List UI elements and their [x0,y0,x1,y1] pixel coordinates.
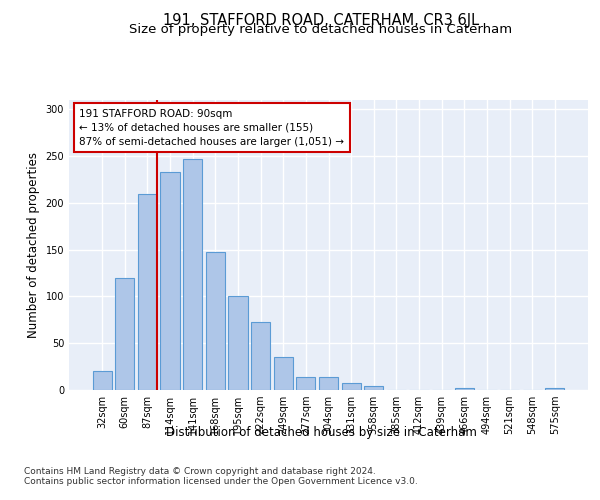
Bar [160,172,180,390]
Text: 191 STAFFORD ROAD: 90sqm
← 13% of detached houses are smaller (155)
87% of semi-: 191 STAFFORD ROAD: 90sqm ← 13% of detach… [79,108,344,146]
Bar [545,388,565,390]
Text: Distribution of detached houses by size in Caterham: Distribution of detached houses by size … [166,426,476,439]
Y-axis label: Number of detached properties: Number of detached properties [27,152,40,338]
Bar [251,322,270,390]
Bar [183,159,202,390]
Bar [274,358,293,390]
Bar [364,386,383,390]
Text: Size of property relative to detached houses in Caterham: Size of property relative to detached ho… [130,22,512,36]
Bar [115,278,134,390]
Bar [455,388,474,390]
Bar [138,194,157,390]
Bar [296,377,316,390]
Bar [206,252,225,390]
Text: Contains public sector information licensed under the Open Government Licence v3: Contains public sector information licen… [24,478,418,486]
Bar [92,372,112,390]
Bar [229,296,248,390]
Bar [341,382,361,390]
Text: Contains HM Land Registry data © Crown copyright and database right 2024.: Contains HM Land Registry data © Crown c… [24,468,376,476]
Bar [319,377,338,390]
Text: 191, STAFFORD ROAD, CATERHAM, CR3 6JL: 191, STAFFORD ROAD, CATERHAM, CR3 6JL [163,12,479,28]
